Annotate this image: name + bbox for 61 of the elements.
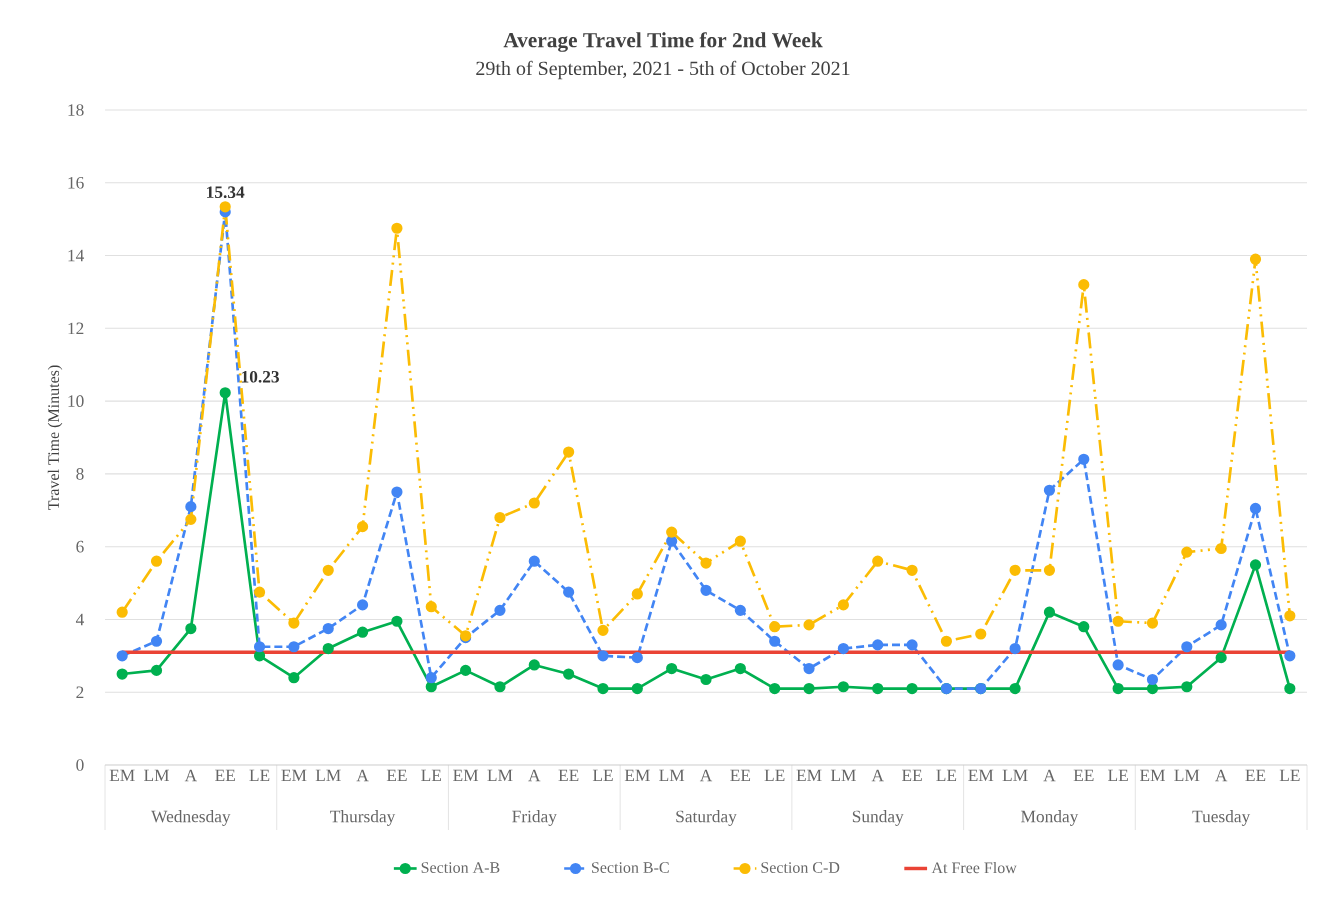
x-tick-label: LE	[592, 769, 613, 782]
y-axis-title: Travel Time (Minutes)	[47, 365, 63, 510]
x-tick-label: LM	[144, 769, 170, 782]
x-tick-label: EM	[968, 769, 994, 782]
x-tick-label: EE	[730, 769, 751, 782]
x-tick-label: LM	[659, 769, 685, 782]
x-tick-label: EE	[1073, 769, 1094, 782]
x-tick-label: LM	[1174, 769, 1200, 782]
x-tick-label: EM	[1139, 769, 1165, 782]
x-tick-label: A	[1215, 769, 1228, 782]
x-tick-label: LM	[315, 769, 341, 782]
y-tick-label: 2	[76, 686, 84, 698]
x-tick-label: A	[184, 769, 197, 782]
text: Wednesday	[151, 810, 231, 826]
y-tick-label: 8	[76, 468, 84, 480]
y-tick-label: 16	[68, 176, 84, 189]
x-tick-label: LM	[487, 769, 513, 782]
chart-subtitle: 29th of September, 2021 - 5th of October 2021	[476, 60, 850, 80]
legend-label: At Free Flow	[931, 861, 1017, 874]
text: Tuesday	[1192, 810, 1251, 826]
x-tick-label: A	[871, 769, 884, 782]
y-tick-label: 18	[68, 104, 84, 116]
x-tick-label: EE	[386, 769, 407, 782]
y-tick-label: 0	[76, 759, 84, 771]
x-tick-label: LM	[1002, 769, 1028, 782]
x-tick-label: LM	[830, 769, 856, 782]
y-tick-label: 6	[76, 540, 84, 553]
x-tick-label: EM	[624, 769, 650, 782]
legend-label: Section B-C	[592, 862, 669, 873]
chart-title: Average Travel Time for 2nd Week	[503, 32, 823, 52]
x-tick-label: LE	[421, 769, 441, 782]
x-tick-label: A	[1043, 769, 1056, 782]
text: Sunday	[852, 810, 904, 826]
text: Monday	[1021, 810, 1079, 826]
text: Thursday	[330, 810, 396, 826]
x-tick-label: LE	[249, 769, 270, 782]
x-tick-label: A	[528, 769, 541, 782]
x-tick-label: LE	[764, 769, 785, 782]
x-tick-label: LE	[1279, 769, 1300, 782]
data-label: 10.23	[241, 370, 279, 383]
x-tick-label: EM	[281, 769, 307, 782]
x-tick-label: EM	[109, 769, 135, 782]
y-tick-label: 12	[68, 322, 84, 335]
x-tick-label: LE	[1108, 769, 1128, 782]
x-tick-label: EE	[1245, 769, 1266, 782]
text: Friday	[512, 810, 557, 826]
x-tick-label: EE	[901, 769, 922, 782]
y-tick-label: 14	[68, 249, 85, 262]
x-tick-label: EM	[453, 769, 479, 782]
legend-label: Section A-B	[421, 862, 500, 873]
x-tick-label: LE	[936, 769, 957, 782]
data-label: 15.34	[207, 186, 245, 199]
x-tick-label: A	[699, 769, 713, 782]
text: Saturday	[676, 810, 737, 826]
y-tick-label: 10	[68, 395, 84, 407]
y-tick-label: 4	[75, 613, 85, 626]
x-tick-label: EE	[558, 769, 579, 782]
x-tick-label: A	[356, 769, 369, 782]
legend-label: Section C-D	[761, 862, 840, 873]
x-tick-label: EE	[215, 769, 235, 782]
x-tick-label: EM	[796, 769, 822, 782]
